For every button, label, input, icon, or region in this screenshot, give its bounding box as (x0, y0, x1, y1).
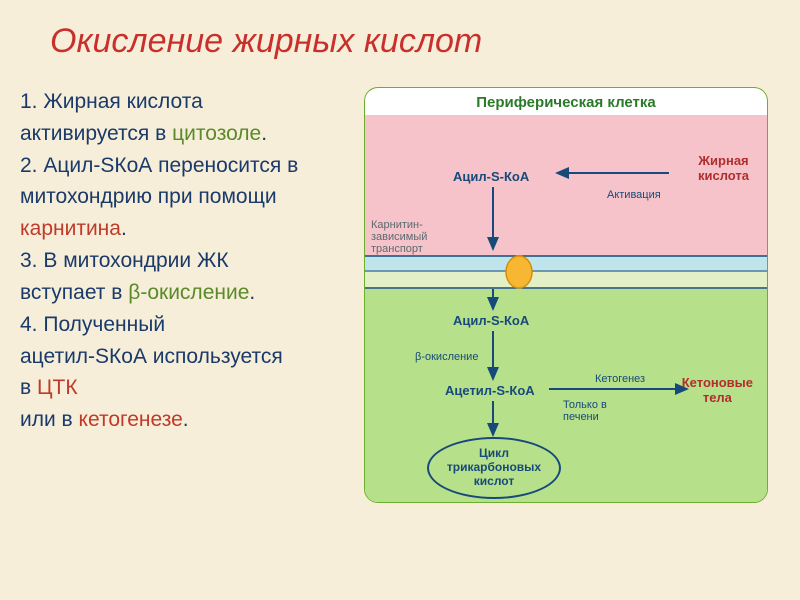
line-1a: 1. Жирная кислота (20, 87, 364, 117)
zone-mitochondria: Ацил-S-КоА β-окисление Ацетил-S-КоА Кето… (365, 289, 767, 503)
line-2b: митохондрию при помощи (20, 182, 364, 212)
label-ketogenesis: Кетогенез (595, 373, 645, 385)
cell-diagram: Периферическая клетка Ацил-S-КоА Жирная … (364, 87, 768, 503)
hl-cytosol: цитозоле (172, 122, 261, 145)
line-4a: 4. Полученный (20, 310, 364, 340)
label-acetyl: Ацетил-S-КоА (445, 383, 535, 398)
line-4b: ацетил-SКоА используется (20, 342, 364, 372)
label-membrane-transport: Карнитин- зависимый транспорт (371, 219, 427, 255)
page-title: Окисление жирных кислот (0, 0, 800, 61)
line-1d: . (261, 122, 267, 145)
line-4g: . (183, 408, 189, 431)
hl-tca: ЦТК (37, 376, 78, 399)
tca-cycle: Цикл трикарбоновых кислот (427, 437, 561, 499)
hl-ketogenesis: кетогенезе (79, 408, 183, 431)
content-row: 1. Жирная кислота активируется в цитозол… (0, 61, 800, 503)
zone-membrane (365, 255, 767, 289)
line-2a: 2. Ацил-SКоА переносится в (20, 151, 364, 181)
cell-title: Периферическая клетка (365, 88, 767, 115)
hl-carnitine: карнитина (20, 217, 121, 240)
membrane-svg (365, 255, 768, 289)
zone-cytosol: Ацил-S-КоА Жирная кислота Активация Карн… (365, 115, 767, 255)
label-ketone-bodies: Кетоновые тела (682, 375, 753, 405)
line-1b: активируется в (20, 122, 172, 145)
line-4c: в (20, 376, 37, 399)
label-beta-oxidation: β-окисление (415, 351, 478, 363)
label-acyl-2: Ацил-S-КоА (453, 313, 529, 328)
label-liver-only: Только в печени (563, 399, 607, 423)
line-3d: . (249, 281, 255, 304)
text-column: 1. Жирная кислота активируется в цитозол… (20, 87, 364, 503)
line-3b: вступает в (20, 281, 128, 304)
line-3a: 3. В митохондрии ЖК (20, 246, 364, 276)
hl-beta-ox: β-окисление (128, 281, 249, 304)
line-2d: . (121, 217, 127, 240)
line-4e: или в (20, 408, 79, 431)
